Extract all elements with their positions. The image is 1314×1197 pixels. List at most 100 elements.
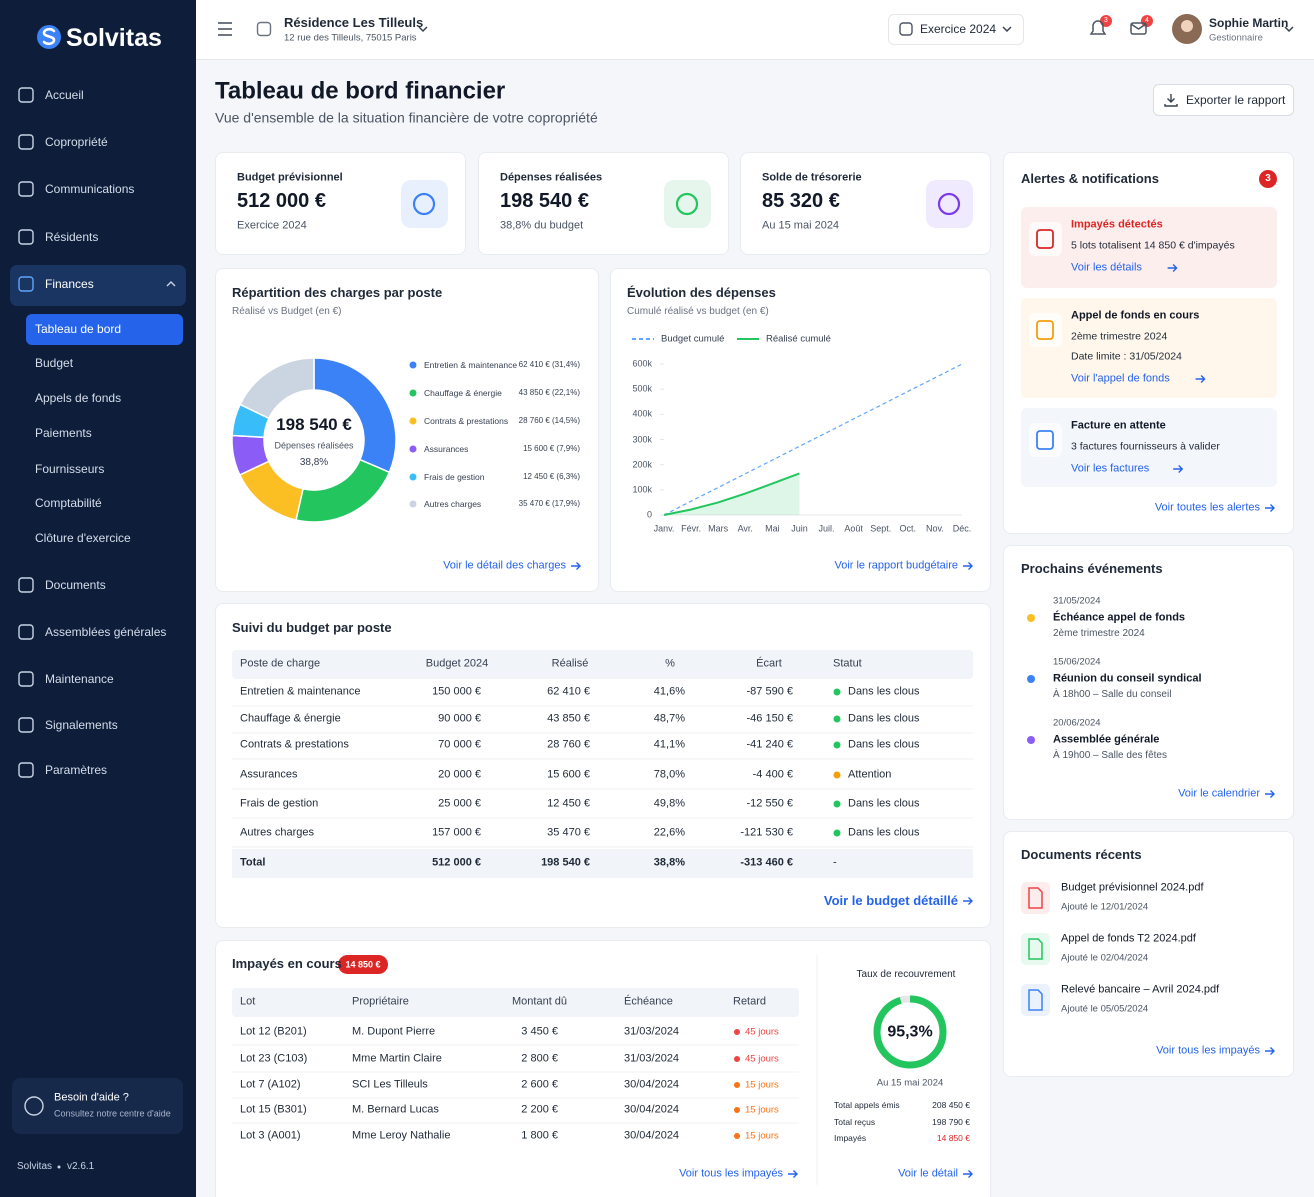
delay-dot — [734, 1029, 740, 1035]
table-cell: 198 540 € — [541, 856, 590, 869]
legend-label: Contrats & prestations — [424, 415, 509, 426]
document-name[interactable]: Budget prévisionnel 2024.pdf — [1061, 881, 1204, 894]
alert-text: 3 factures fournisseurs à valider — [1071, 440, 1220, 453]
help-box[interactable] — [12, 1078, 183, 1134]
status-label: - — [833, 856, 837, 869]
alert-item[interactable] — [1021, 298, 1277, 398]
y-tick-label: 400k — [632, 408, 652, 419]
legend-label: Assurances — [424, 443, 469, 454]
table-cell: 30/04/2024 — [624, 1129, 680, 1142]
event-title: Échéance appel de fonds — [1053, 611, 1186, 624]
nav-item[interactable]: Signalements — [45, 717, 118, 732]
link[interactable]: Voir le calendrier — [1178, 787, 1260, 800]
nav-item[interactable]: Finances — [45, 276, 94, 291]
event-title: Réunion du conseil syndical — [1053, 672, 1202, 685]
avatar — [1181, 20, 1193, 32]
link[interactable]: Voir tous les impayés — [1156, 1044, 1260, 1057]
arrow-icon — [963, 1170, 973, 1178]
status-dot — [833, 715, 841, 723]
submenu-item[interactable]: Budget — [35, 355, 74, 370]
alert-text: 2ème trimestre 2024 — [1071, 330, 1168, 343]
table-cell: -12 550 € — [746, 797, 793, 810]
user-name[interactable]: Sophie Martin — [1209, 15, 1289, 30]
x-tick-label: Avr. — [737, 523, 753, 534]
gauge-title: Taux de recouvrement — [856, 969, 956, 980]
nav-item[interactable]: Assemblées générales — [45, 624, 167, 639]
table-cell: 35 470 € — [547, 826, 590, 839]
nav-item[interactable]: Paramètres — [45, 762, 108, 777]
donut-segment — [295, 458, 391, 523]
link[interactable]: Voir le budget détaillé — [823, 893, 958, 909]
alert-text: Date limite : 31/05/2024 — [1071, 350, 1182, 363]
legend-value: 35 470 € (17,9%) — [518, 499, 580, 509]
nav-item[interactable]: Documents — [45, 577, 106, 592]
link[interactable]: Voir tous les impayés — [679, 1167, 783, 1180]
column-header: Réalisé — [551, 657, 589, 670]
event-date: 20/06/2024 — [1053, 717, 1101, 729]
submenu-item[interactable]: Paiements — [35, 425, 92, 440]
alert-item[interactable] — [1021, 207, 1277, 288]
submenu-active[interactable] — [26, 314, 183, 345]
submenu-item[interactable]: Appels de fonds — [35, 390, 122, 405]
link[interactable]: Voir le détail des charges — [443, 559, 566, 572]
delay-label: 45 jours — [745, 1053, 779, 1065]
x-tick-label: Sept. — [870, 523, 892, 534]
table-cell: M. Dupont Pierre — [352, 1025, 436, 1038]
submenu-item[interactable]: Clôture d'exercice — [35, 530, 131, 545]
kpi-icon — [412, 192, 436, 216]
legend-value: 28 760 € (14,5%) — [518, 416, 580, 426]
nav-item[interactable]: Communications — [45, 181, 135, 196]
status-dot — [833, 771, 841, 779]
submenu-item[interactable]: Fournisseurs — [35, 461, 105, 476]
residence-address: 12 rue des Tilleuls, 75015 Paris — [284, 32, 417, 44]
nav-item[interactable]: Maintenance — [45, 671, 114, 686]
document-icon — [1028, 938, 1043, 960]
kpi-icon-box — [664, 180, 711, 228]
nav-item[interactable]: Résidents — [45, 229, 99, 244]
exercise-select[interactable] — [888, 14, 1024, 45]
nav-active[interactable] — [10, 265, 186, 306]
y-tick-label: 0 — [646, 509, 652, 520]
card-title: Prochains événements — [1021, 561, 1163, 577]
link[interactable]: Voir l'appel de fonds — [1071, 372, 1170, 385]
link[interactable]: Voir les factures — [1071, 462, 1150, 475]
table-cell: 30/04/2024 — [624, 1078, 680, 1091]
table-cell: 62 410 € — [547, 685, 590, 698]
residence-name[interactable]: Résidence Les Tilleuls — [284, 15, 424, 31]
y-tick-label: 500k — [632, 383, 652, 394]
table-cell: 22,6% — [653, 826, 685, 839]
kpi-label: Solde de trésorerie — [762, 171, 862, 184]
legend-dot — [409, 389, 417, 397]
kpi-icon-box — [401, 180, 448, 228]
alert-item[interactable] — [1021, 408, 1277, 487]
export-label[interactable]: Exporter le rapport — [1186, 92, 1286, 107]
link[interactable]: Voir les détails — [1071, 261, 1142, 274]
icon — [899, 22, 913, 36]
link[interactable]: Voir le détail — [898, 1167, 958, 1180]
delay-dot — [734, 1056, 740, 1062]
nav-item[interactable]: Accueil — [45, 87, 84, 102]
legend-value: 12 450 € (6,3%) — [523, 472, 580, 482]
table-title: Impayés en cours — [232, 956, 342, 972]
document-name[interactable]: Appel de fonds T2 2024.pdf — [1061, 932, 1196, 945]
legend-dot — [409, 417, 417, 425]
submenu-item[interactable]: Tableau de bord — [35, 321, 122, 336]
separator — [57, 1165, 61, 1169]
document-name[interactable]: Relevé bancaire – Avril 2024.pdf — [1061, 983, 1220, 996]
kpi-value: 512 000 € — [237, 190, 326, 212]
submenu-item[interactable]: Comptabilité — [35, 495, 102, 510]
kpi-icon — [937, 192, 961, 216]
donut-segment — [313, 357, 397, 474]
table-cell: Lot 7 (A102) — [240, 1078, 301, 1091]
status-label: Attention — [848, 768, 892, 781]
table-cell: 30/04/2024 — [624, 1103, 680, 1116]
table-cell: Contrats & prestations — [240, 738, 349, 751]
link[interactable]: Voir le rapport budgétaire — [834, 559, 958, 572]
export-button[interactable] — [1153, 84, 1294, 116]
table-cell: Total — [240, 856, 266, 869]
link[interactable]: Voir toutes les alertes — [1154, 501, 1260, 514]
x-tick-label: Janv. — [653, 523, 675, 534]
nav-item[interactable]: Copropriété — [45, 134, 108, 149]
table-cell: 31/03/2024 — [624, 1052, 680, 1065]
